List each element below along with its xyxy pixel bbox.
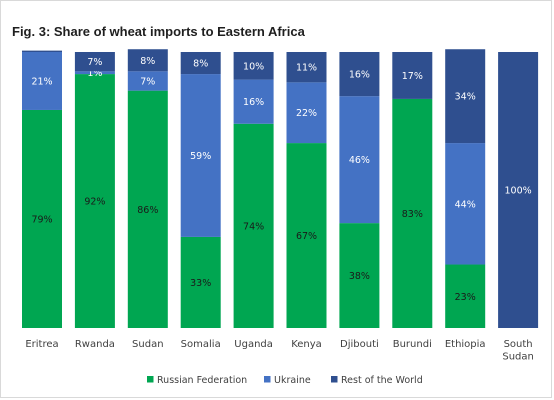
category-label-eritrea: Eritrea (25, 339, 58, 350)
legend-label-russian-federation: Russian Federation (157, 375, 247, 386)
data-label-kenya-russian-federation: 67% (296, 231, 317, 242)
bar-djibouti-russian-federation (339, 223, 380, 328)
data-label-somalia-ukraine: 59% (190, 151, 211, 162)
data-label-south-sudan-rest-of-the-world: 100% (505, 186, 532, 197)
bar-sudan-russian-federation (127, 90, 168, 328)
bar-eritrea-ukraine (22, 52, 62, 110)
bar-south-sudan-rest-of-the-world (498, 52, 539, 328)
legend-swatch-rest-of-the-world (331, 376, 338, 383)
bar-burundi-russian-federation (392, 98, 433, 328)
bar-uganda-ukraine (233, 79, 274, 124)
bar-kenya-rest-of-the-world (286, 52, 327, 83)
data-label-burundi-russian-federation: 83% (402, 209, 423, 220)
bars-layer: 79%21%92%1%7%86%7%8%33%59%8%74%16%10%67%… (22, 49, 539, 329)
data-label-somalia-rest-of-the-world: 8% (193, 59, 208, 70)
data-label-sudan-rest-of-the-world: 8% (140, 56, 155, 67)
bar-burundi-rest-of-the-world (392, 52, 433, 99)
legend-label-rest-of-the-world: Rest of the World (341, 375, 423, 386)
data-label-sudan-russian-federation: 86% (137, 205, 158, 216)
bar-eritrea-russian-federation (22, 109, 62, 329)
bar-ethiopia-rest-of-the-world (445, 49, 486, 144)
data-label-uganda-russian-federation: 74% (243, 221, 264, 232)
bar-ethiopia-russian-federation (445, 264, 486, 328)
bar-sudan-rest-of-the-world (127, 49, 168, 72)
data-label-uganda-ukraine: 16% (243, 97, 264, 108)
legend-swatch-russian-federation (147, 376, 154, 383)
category-labels: Eritrea Rwanda Sudan Somalia Uganda Kenya Djib… (25, 339, 534, 363)
bar-rwanda-russian-federation (74, 74, 115, 328)
bar-sudan-ukraine (127, 71, 168, 91)
data-label-ethiopia-ukraine: 44% (455, 199, 476, 210)
bar-kenya-russian-federation (286, 143, 327, 328)
category-label-somalia: Somalia (181, 339, 221, 350)
bar-somalia-russian-federation (180, 236, 221, 328)
bar-uganda-russian-federation (233, 123, 274, 328)
data-label-kenya-ukraine: 22% (296, 108, 317, 119)
data-label-eritrea-russian-federation: 79% (31, 214, 52, 225)
data-label-eritrea-ukraine: 21% (31, 76, 52, 87)
data-label-rwanda-russian-federation: 92% (84, 197, 105, 208)
data-label-rwanda-ukraine: 1% (87, 68, 102, 79)
data-label-rwanda-rest-of-the-world: 7% (87, 57, 102, 68)
data-label-djibouti-ukraine: 46% (349, 155, 370, 166)
data-label-kenya-rest-of-the-world: 11% (296, 63, 317, 74)
category-label-burundi: Burundi (393, 339, 432, 350)
data-label-burundi-rest-of-the-world: 17% (402, 71, 423, 82)
legend-label-ukraine: Ukraine (274, 375, 311, 386)
category-label-ethiopia: Ethiopia (445, 339, 486, 350)
data-label-ethiopia-russian-federation: 23% (455, 292, 476, 303)
bar-kenya-ukraine (286, 82, 327, 144)
category-label-rwanda: Rwanda (75, 339, 115, 350)
bar-djibouti-rest-of-the-world (339, 52, 380, 97)
data-label-somalia-russian-federation: 33% (190, 278, 211, 289)
category-label-kenya: Kenya (291, 339, 322, 350)
legend-swatch-ukraine (264, 376, 271, 383)
data-label-djibouti-rest-of-the-world: 16% (349, 70, 370, 81)
category-label-sudan: Sudan (132, 339, 164, 350)
category-label-south-sudan: South Sudan (502, 339, 534, 363)
data-label-ethiopia-rest-of-the-world: 34% (455, 92, 476, 103)
bar-eritrea-rest-of-the-world (22, 50, 62, 52)
data-label-uganda-rest-of-the-world: 10% (243, 61, 264, 72)
legend: Russian Federation Ukraine Rest of the Wor… (147, 375, 423, 386)
category-label-uganda: Uganda (234, 339, 273, 350)
data-label-sudan-ukraine: 7% (140, 76, 155, 87)
bar-ethiopia-ukraine (445, 143, 486, 265)
category-label-djibouti: Djibouti (340, 339, 379, 350)
data-label-djibouti-russian-federation: 38% (349, 271, 370, 282)
bar-djibouti-ukraine (339, 96, 380, 224)
bar-somalia-rest-of-the-world (180, 52, 221, 75)
bar-somalia-ukraine (180, 74, 221, 237)
bar-rwanda-ukraine (74, 71, 115, 75)
bar-rwanda-rest-of-the-world (74, 52, 115, 72)
chart-title: Fig. 3: Share of wheat imports to Easter… (12, 24, 305, 39)
bar-uganda-rest-of-the-world (233, 52, 274, 80)
